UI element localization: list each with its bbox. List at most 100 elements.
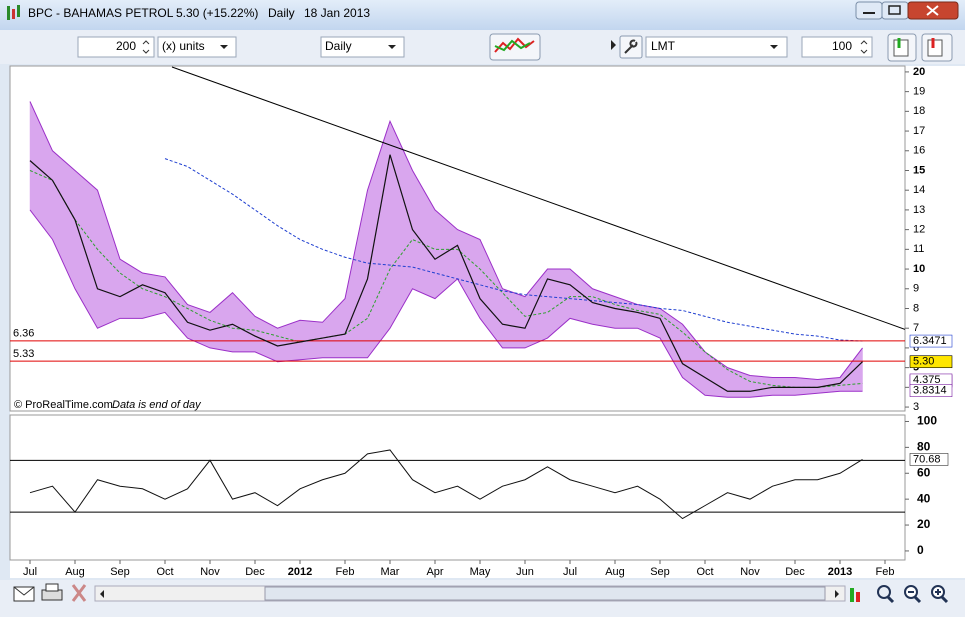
y-tick-label: 80: [917, 440, 931, 454]
x-tick-label: May: [470, 566, 491, 578]
quantity-value: 100: [832, 39, 852, 53]
x-tick-label: 2012: [288, 566, 312, 578]
y-tick-label: 15: [913, 164, 925, 176]
y-tick-label: 12: [913, 224, 925, 236]
zoom-in-button[interactable]: [931, 585, 949, 604]
price-axis: 345678910111213141516171819206.34715.304…: [905, 66, 953, 413]
y-tick-label: 100: [917, 414, 937, 428]
x-tick-label: Nov: [200, 566, 220, 578]
data-note: Data is end of day: [112, 399, 202, 411]
bars-input[interactable]: [77, 36, 155, 58]
band-upper: [29, 101, 863, 380]
x-tick-label: Sep: [650, 566, 670, 578]
y-tick-label: 7: [913, 322, 919, 334]
title-bar: [0, 0, 965, 30]
y-tick-label: 16: [913, 145, 925, 157]
units-select[interactable]: [157, 36, 237, 58]
band-fill: [794, 377, 818, 396]
price-marker-label: 6.3471: [913, 335, 947, 347]
x-tick-label: Feb: [336, 566, 355, 578]
rsi-line: [29, 449, 863, 520]
zoom-fit-button[interactable]: [877, 585, 895, 604]
price-marker-box: [909, 334, 953, 348]
price-plot: [10, 66, 905, 398]
timeframe-select[interactable]: [320, 36, 405, 58]
dropdown-arrow: [770, 45, 778, 49]
chart-type-button[interactable]: [850, 588, 860, 602]
dropdown-arrow: [220, 45, 228, 49]
y-tick-label: 18: [913, 105, 925, 117]
price-marker-label: 3.8314: [913, 385, 947, 397]
x-tick-label: Oct: [156, 566, 173, 578]
x-tick-label: Dec: [785, 566, 805, 578]
x-tick-label: Aug: [605, 566, 625, 578]
order-type-select[interactable]: [645, 36, 788, 58]
period: Daily: [268, 6, 295, 20]
wrench-icon: [624, 39, 638, 54]
x-tick-label: Dec: [245, 566, 265, 578]
price-panel: [9, 65, 906, 412]
spinner[interactable]: [142, 40, 150, 54]
price-marker-box: [909, 384, 953, 397]
band-fill: [749, 375, 773, 398]
quantity-input[interactable]: [801, 36, 873, 58]
zoom-out-button[interactable]: [904, 585, 922, 604]
y-tick-label: 6: [913, 342, 919, 354]
x-tick-label: Jun: [516, 566, 534, 578]
print-button[interactable]: [41, 583, 63, 601]
x-tick-label: Feb: [876, 566, 895, 578]
band-fill: [502, 288, 526, 349]
dropdown-arrow: [388, 45, 396, 49]
level-label: 5.33: [13, 348, 34, 360]
x-tick-label: Jul: [23, 566, 37, 578]
sell-button[interactable]: [921, 33, 953, 62]
x-tick-label: Nov: [740, 566, 760, 578]
quote: 5.30 (+15.22%): [176, 6, 258, 20]
date: 18 Jan 2013: [304, 6, 370, 20]
x-tick-label: Jul: [563, 566, 577, 578]
x-tick-label: Oct: [696, 566, 713, 578]
x-tick-label: Mar: [381, 566, 400, 578]
price-marker-box: [909, 355, 953, 369]
symbol: BPC - BAHAMAS PETROL: [28, 6, 174, 20]
x-tick-label: 2013: [828, 566, 852, 578]
rsi-plot: [10, 449, 905, 520]
scroll-thumb[interactable]: [264, 586, 826, 601]
y-tick-label: 17: [913, 125, 925, 137]
timeframe-value: Daily: [325, 39, 352, 53]
moving-average: [164, 158, 863, 342]
buy-button[interactable]: [887, 33, 917, 62]
level-label: 6.36: [13, 328, 34, 340]
units-value: (x) units: [162, 39, 205, 53]
y-tick-label: 14: [913, 184, 925, 196]
time-axis: Jul Aug Sep Oct Nov Dec 2012 Feb Mar Apr May Jun Jul…: [23, 560, 895, 578]
window-buttons[interactable]: [855, 1, 959, 20]
bars-value: 200: [116, 39, 136, 53]
mail-button[interactable]: [13, 586, 35, 602]
y-tick-label: 20: [913, 66, 925, 78]
y-tick-label: 0: [917, 543, 924, 557]
rsi-axis: 0 20 40 60 80 100 70.68: [905, 414, 949, 557]
x-tick-label: Aug: [65, 566, 85, 578]
y-tick-label: 19: [913, 86, 925, 98]
y-tick-label: 9: [913, 283, 919, 295]
y-tick-label: 10: [913, 263, 925, 275]
x-tick-label: Sep: [110, 566, 130, 578]
close-line: [29, 154, 863, 392]
price-marker-label: 5.30: [913, 356, 934, 368]
band-lower: [29, 209, 863, 398]
value-box: [909, 453, 949, 466]
trend-line: [171, 66, 905, 330]
expand-arrow[interactable]: [611, 40, 616, 50]
value-label: 70.68: [913, 453, 941, 465]
rsi-panel: [9, 414, 906, 561]
order-type-value: LMT: [651, 39, 676, 53]
app-icon: [7, 5, 20, 20]
x-tick-label: Apr: [426, 566, 443, 578]
y-tick-label: 40: [917, 491, 931, 505]
spinner[interactable]: [860, 40, 868, 54]
delete-button[interactable]: [71, 584, 87, 602]
indicator-button[interactable]: [489, 33, 541, 61]
